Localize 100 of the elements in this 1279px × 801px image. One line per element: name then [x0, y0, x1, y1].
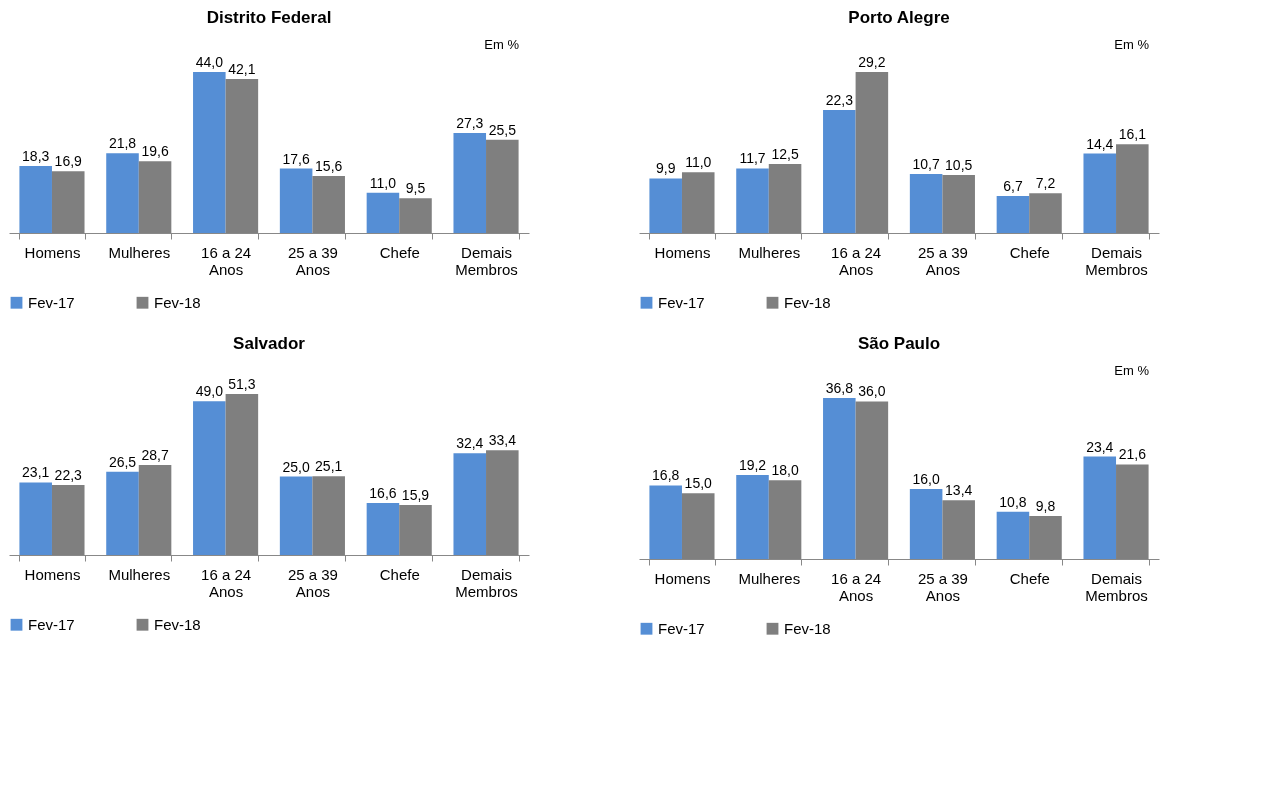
data-label: 36,8	[825, 379, 854, 396]
data-label: 15,9	[401, 487, 430, 504]
x-tick-label: Homens	[654, 569, 711, 587]
legend-label: Fev-17	[658, 619, 705, 637]
x-tick-label: 25 a 39 Anos	[287, 565, 338, 600]
bar	[736, 168, 769, 233]
x-tick-label: Mulheres	[738, 569, 801, 587]
legend-label: Fev-18	[784, 619, 831, 637]
data-label: 22,3	[54, 467, 83, 484]
data-label: 19,2	[738, 456, 767, 473]
data-label: 26,5	[108, 453, 137, 470]
data-label: 33,4	[488, 432, 517, 449]
data-label: 16,6	[369, 484, 397, 501]
bar	[453, 133, 487, 233]
bar	[736, 474, 769, 559]
legend-label: Fev-17	[658, 293, 705, 311]
bar	[106, 471, 139, 555]
x-tick-label: 16 a 24 Anos	[831, 569, 882, 604]
data-label: 23,1	[22, 464, 50, 481]
legend-label: Fev-17	[28, 615, 75, 633]
data-label: 19,6	[141, 143, 169, 160]
data-label: 21,6	[1118, 446, 1147, 463]
data-label: 36,0	[858, 383, 886, 400]
bar	[996, 511, 1030, 559]
data-label: 17,6	[282, 150, 310, 167]
bar	[909, 174, 943, 233]
bar	[193, 401, 226, 555]
data-label: 11,0	[685, 154, 712, 171]
x-tick-label: 16 a 24 Anos	[201, 565, 252, 600]
data-label: 6,7	[1003, 178, 1023, 195]
data-label: 27,3	[456, 115, 484, 132]
data-label: 22,3	[825, 92, 854, 109]
x-tick-label: Homens	[24, 243, 81, 261]
x-tick-label: Homens	[654, 243, 711, 261]
data-label: 51,3	[228, 375, 256, 392]
data-label: 14,4	[1086, 135, 1114, 152]
x-tick-label: Homens	[24, 565, 81, 583]
data-label: 10,7	[912, 156, 940, 172]
x-tick-label: 25 a 39 Anos	[287, 243, 338, 278]
x-tick-label: Demais Membros	[455, 565, 518, 600]
x-tick-label: Mulheres	[738, 243, 801, 261]
data-label: 16,8	[652, 467, 680, 484]
bar	[1083, 153, 1117, 233]
x-tick-label: Mulheres	[108, 243, 171, 261]
legend-label: Fev-18	[154, 615, 201, 633]
data-label: 42,1	[228, 60, 256, 77]
data-label: 25,5	[488, 121, 517, 138]
bar	[106, 153, 139, 233]
data-label: 32,4	[456, 435, 484, 452]
text: Em %	[1114, 37, 1150, 52]
data-label: 15,0	[684, 475, 713, 492]
data-label: 23,4	[1086, 438, 1114, 455]
x-tick-label: Demais Membros	[1085, 243, 1148, 278]
bar	[19, 482, 52, 555]
data-label: 21,8	[108, 135, 137, 152]
bar	[193, 71, 226, 233]
x-tick-label: 25 a 39 Anos	[917, 569, 968, 604]
x-tick-label: Chefe	[379, 565, 420, 583]
data-label: 12,5	[771, 146, 799, 163]
bar	[649, 178, 682, 233]
bar	[996, 196, 1030, 233]
x-tick-label: Chefe	[379, 243, 420, 261]
data-label: 16,1	[1118, 126, 1147, 143]
data-label: 29,2	[858, 53, 886, 70]
x-tick-label: Demais Membros	[1085, 569, 1148, 604]
bar	[909, 488, 943, 559]
bar	[366, 192, 400, 233]
chart-title: Salvador	[233, 334, 306, 353]
legend-label: Fev-18	[784, 293, 831, 311]
data-label: 7,2	[1035, 175, 1056, 192]
x-tick-label: 16 a 24 Anos	[201, 243, 252, 278]
bar	[279, 168, 313, 233]
data-label: 18,0	[771, 462, 799, 479]
x-tick-label: Chefe	[1009, 243, 1050, 261]
bar	[649, 485, 682, 559]
bar	[366, 502, 400, 555]
data-label: 11,7	[739, 150, 766, 167]
data-label: 9,9	[655, 160, 676, 177]
data-label: 16,0	[912, 470, 940, 487]
chart-title: Distrito Federal	[206, 8, 332, 27]
bar	[823, 110, 856, 233]
data-label: 49,0	[195, 383, 224, 400]
legend-label: Fev-17	[28, 293, 75, 311]
data-label: 25,1	[315, 458, 343, 475]
data-label: 18,3	[22, 148, 50, 165]
data-label: 13,4	[945, 482, 973, 499]
data-label: 11,0	[369, 174, 397, 191]
bar	[19, 166, 52, 233]
data-label: 10,5	[945, 157, 973, 174]
data-label: 16,9	[54, 153, 83, 170]
data-label: 28,7	[141, 446, 169, 463]
text: Em %	[484, 37, 520, 52]
data-label: 10,8	[999, 493, 1027, 510]
chart-title: Porto Alegre	[848, 8, 950, 27]
text: Em %	[1114, 363, 1150, 378]
data-label: 15,6	[315, 157, 343, 174]
x-tick-label: 16 a 24 Anos	[831, 243, 882, 278]
data-label: 9,8	[1035, 498, 1056, 515]
bar	[1083, 456, 1117, 559]
x-tick-label: Chefe	[1009, 569, 1050, 587]
